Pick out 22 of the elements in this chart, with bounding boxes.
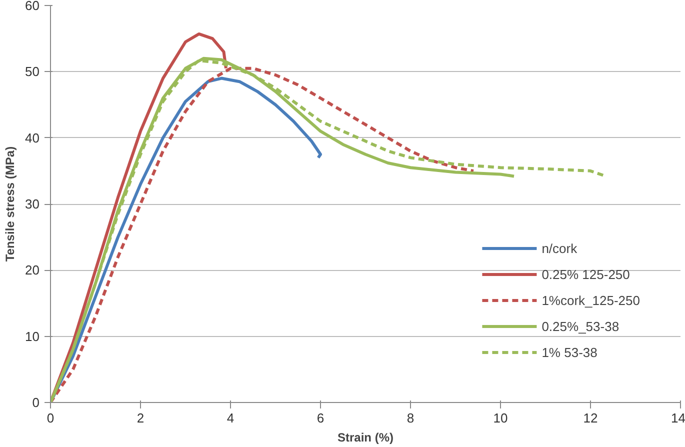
x-tick-label: 12 <box>583 410 598 426</box>
y-tick-label: 0 <box>32 395 40 410</box>
x-tick-label: 8 <box>406 410 414 426</box>
legend-label: 0.25% 125-250 <box>542 266 630 282</box>
x-tick-label: 2 <box>136 410 144 426</box>
y-tick-label: 60 <box>25 0 40 13</box>
legend-label: 0.25%_53-38 <box>542 318 620 334</box>
y-axis-title: Tensile stress (MPa) <box>3 146 18 262</box>
x-tick-label: 4 <box>226 410 234 426</box>
legend-label: 1%cork_125-250 <box>542 292 640 308</box>
x-axis-title: Strain (%) <box>338 430 394 444</box>
y-tick-label: 50 <box>25 64 40 80</box>
x-tick-label: 10 <box>493 410 508 426</box>
y-tick-label: 10 <box>25 328 40 344</box>
legend-label: n/cork <box>542 240 578 256</box>
y-tick-label: 40 <box>25 130 40 146</box>
legend-label: 1% 53-38 <box>542 344 598 360</box>
y-tick-label: 20 <box>25 262 40 278</box>
y-tick-label: 30 <box>25 196 40 212</box>
x-tick-label: 14 <box>671 410 685 426</box>
x-tick-label: 6 <box>316 410 324 426</box>
x-tick-label: 0 <box>46 410 54 426</box>
